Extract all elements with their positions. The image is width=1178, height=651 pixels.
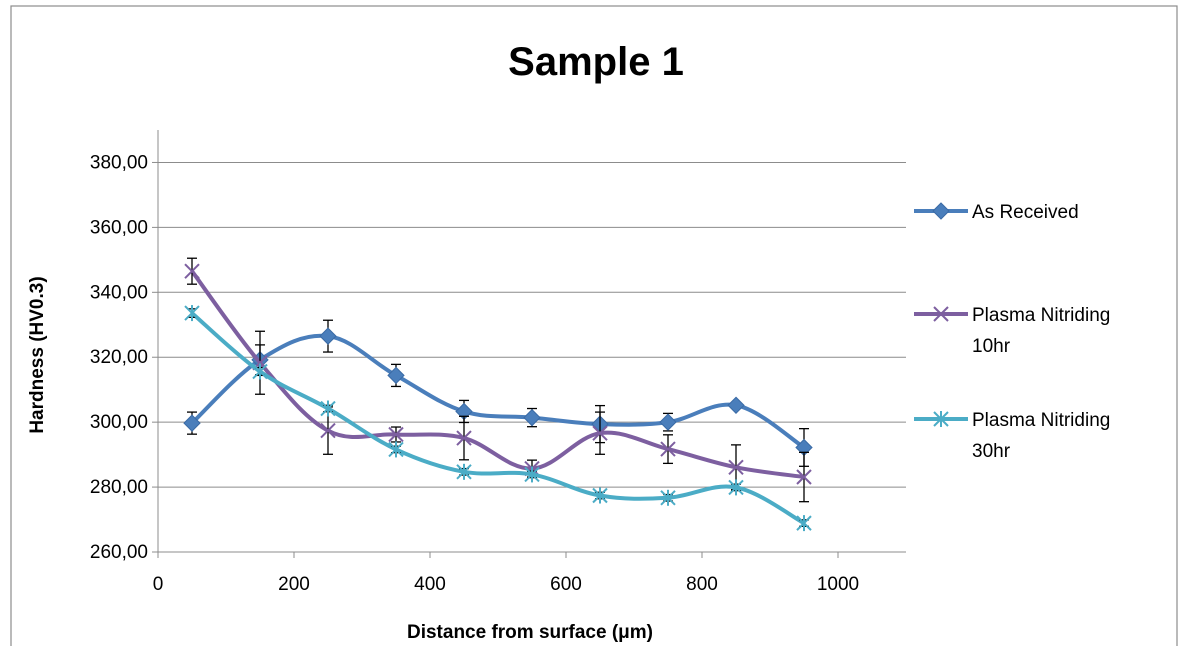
data-point-stroke — [456, 430, 472, 446]
data-point — [387, 366, 405, 385]
series-3 — [184, 305, 812, 532]
legend-label: Plasma Nitriding — [972, 410, 1110, 431]
data-point — [796, 515, 812, 532]
y-tick-label: 340,00 — [90, 282, 148, 303]
data-point-stroke — [388, 426, 404, 443]
series-line — [190, 311, 805, 525]
data-point-stroke — [796, 469, 812, 485]
data-point — [660, 441, 676, 457]
y-tick-label: 300,00 — [90, 412, 148, 433]
data-point — [320, 422, 336, 439]
legend-label: 10hr — [972, 336, 1011, 357]
data-point — [728, 479, 744, 496]
y-tick-label: 380,00 — [90, 152, 148, 173]
data-point — [252, 363, 268, 380]
legend-label: As Received — [972, 202, 1079, 223]
y-tick-label: 320,00 — [90, 347, 148, 368]
data-point-stroke — [184, 263, 200, 279]
data-point-stroke — [728, 459, 744, 475]
y-axis-label: Hardness (HV0.3) — [27, 276, 48, 433]
legend-marker — [932, 202, 950, 220]
legend-label: Plasma Nitriding — [972, 305, 1110, 326]
y-tick-label: 260,00 — [90, 542, 148, 563]
chart-border — [10, 5, 1178, 651]
legend-label: 30hr — [972, 441, 1011, 462]
data-point — [319, 327, 337, 345]
series-line — [190, 270, 805, 479]
data-point-stroke — [320, 422, 336, 439]
data-point — [592, 487, 608, 504]
data-point — [456, 430, 472, 446]
x-tick-label: 800 — [686, 574, 718, 595]
data-point — [388, 441, 404, 458]
chart-title: Sample 1 — [508, 40, 684, 84]
data-point — [184, 305, 200, 322]
data-point — [728, 459, 744, 475]
x-tick-label: 400 — [414, 574, 446, 595]
data-point — [184, 263, 200, 279]
data-point — [524, 466, 540, 483]
x-tick-label: 600 — [550, 574, 582, 595]
legend-marker-stroke — [933, 306, 949, 322]
data-point-stroke — [592, 425, 608, 441]
legend-item-3: Plasma Nitriding 30hr — [914, 410, 1110, 462]
axes — [152, 130, 906, 558]
tick-labels: 260,00 280,00 300,00 320,00 340,00 360,00 380,… — [90, 152, 859, 595]
legend-item-2: Plasma Nitriding 10hr — [914, 305, 1110, 357]
legend-marker — [933, 306, 949, 322]
x-tick-label: 1000 — [817, 574, 859, 595]
data-point — [320, 400, 336, 417]
data-point — [388, 426, 404, 443]
x-tick-label: 0 — [153, 574, 164, 595]
y-tick-label: 280,00 — [90, 477, 148, 498]
data-point — [523, 408, 541, 427]
x-axis-label: Distance from surface (μm) — [407, 622, 653, 643]
data-point — [456, 463, 472, 480]
data-point — [727, 396, 745, 414]
data-point — [592, 425, 608, 441]
x-tick-label: 200 — [278, 574, 310, 595]
data-point — [796, 469, 812, 485]
series-group — [183, 257, 813, 532]
series-line — [190, 333, 806, 450]
data-point — [659, 413, 677, 431]
data-point — [183, 414, 201, 432]
data-point — [660, 489, 676, 506]
y-tick-label: 360,00 — [90, 217, 148, 238]
series-2 — [184, 257, 812, 503]
legend-marker — [933, 411, 949, 427]
data-point-stroke — [660, 441, 676, 457]
legend-item-1: As Received — [914, 202, 1079, 223]
